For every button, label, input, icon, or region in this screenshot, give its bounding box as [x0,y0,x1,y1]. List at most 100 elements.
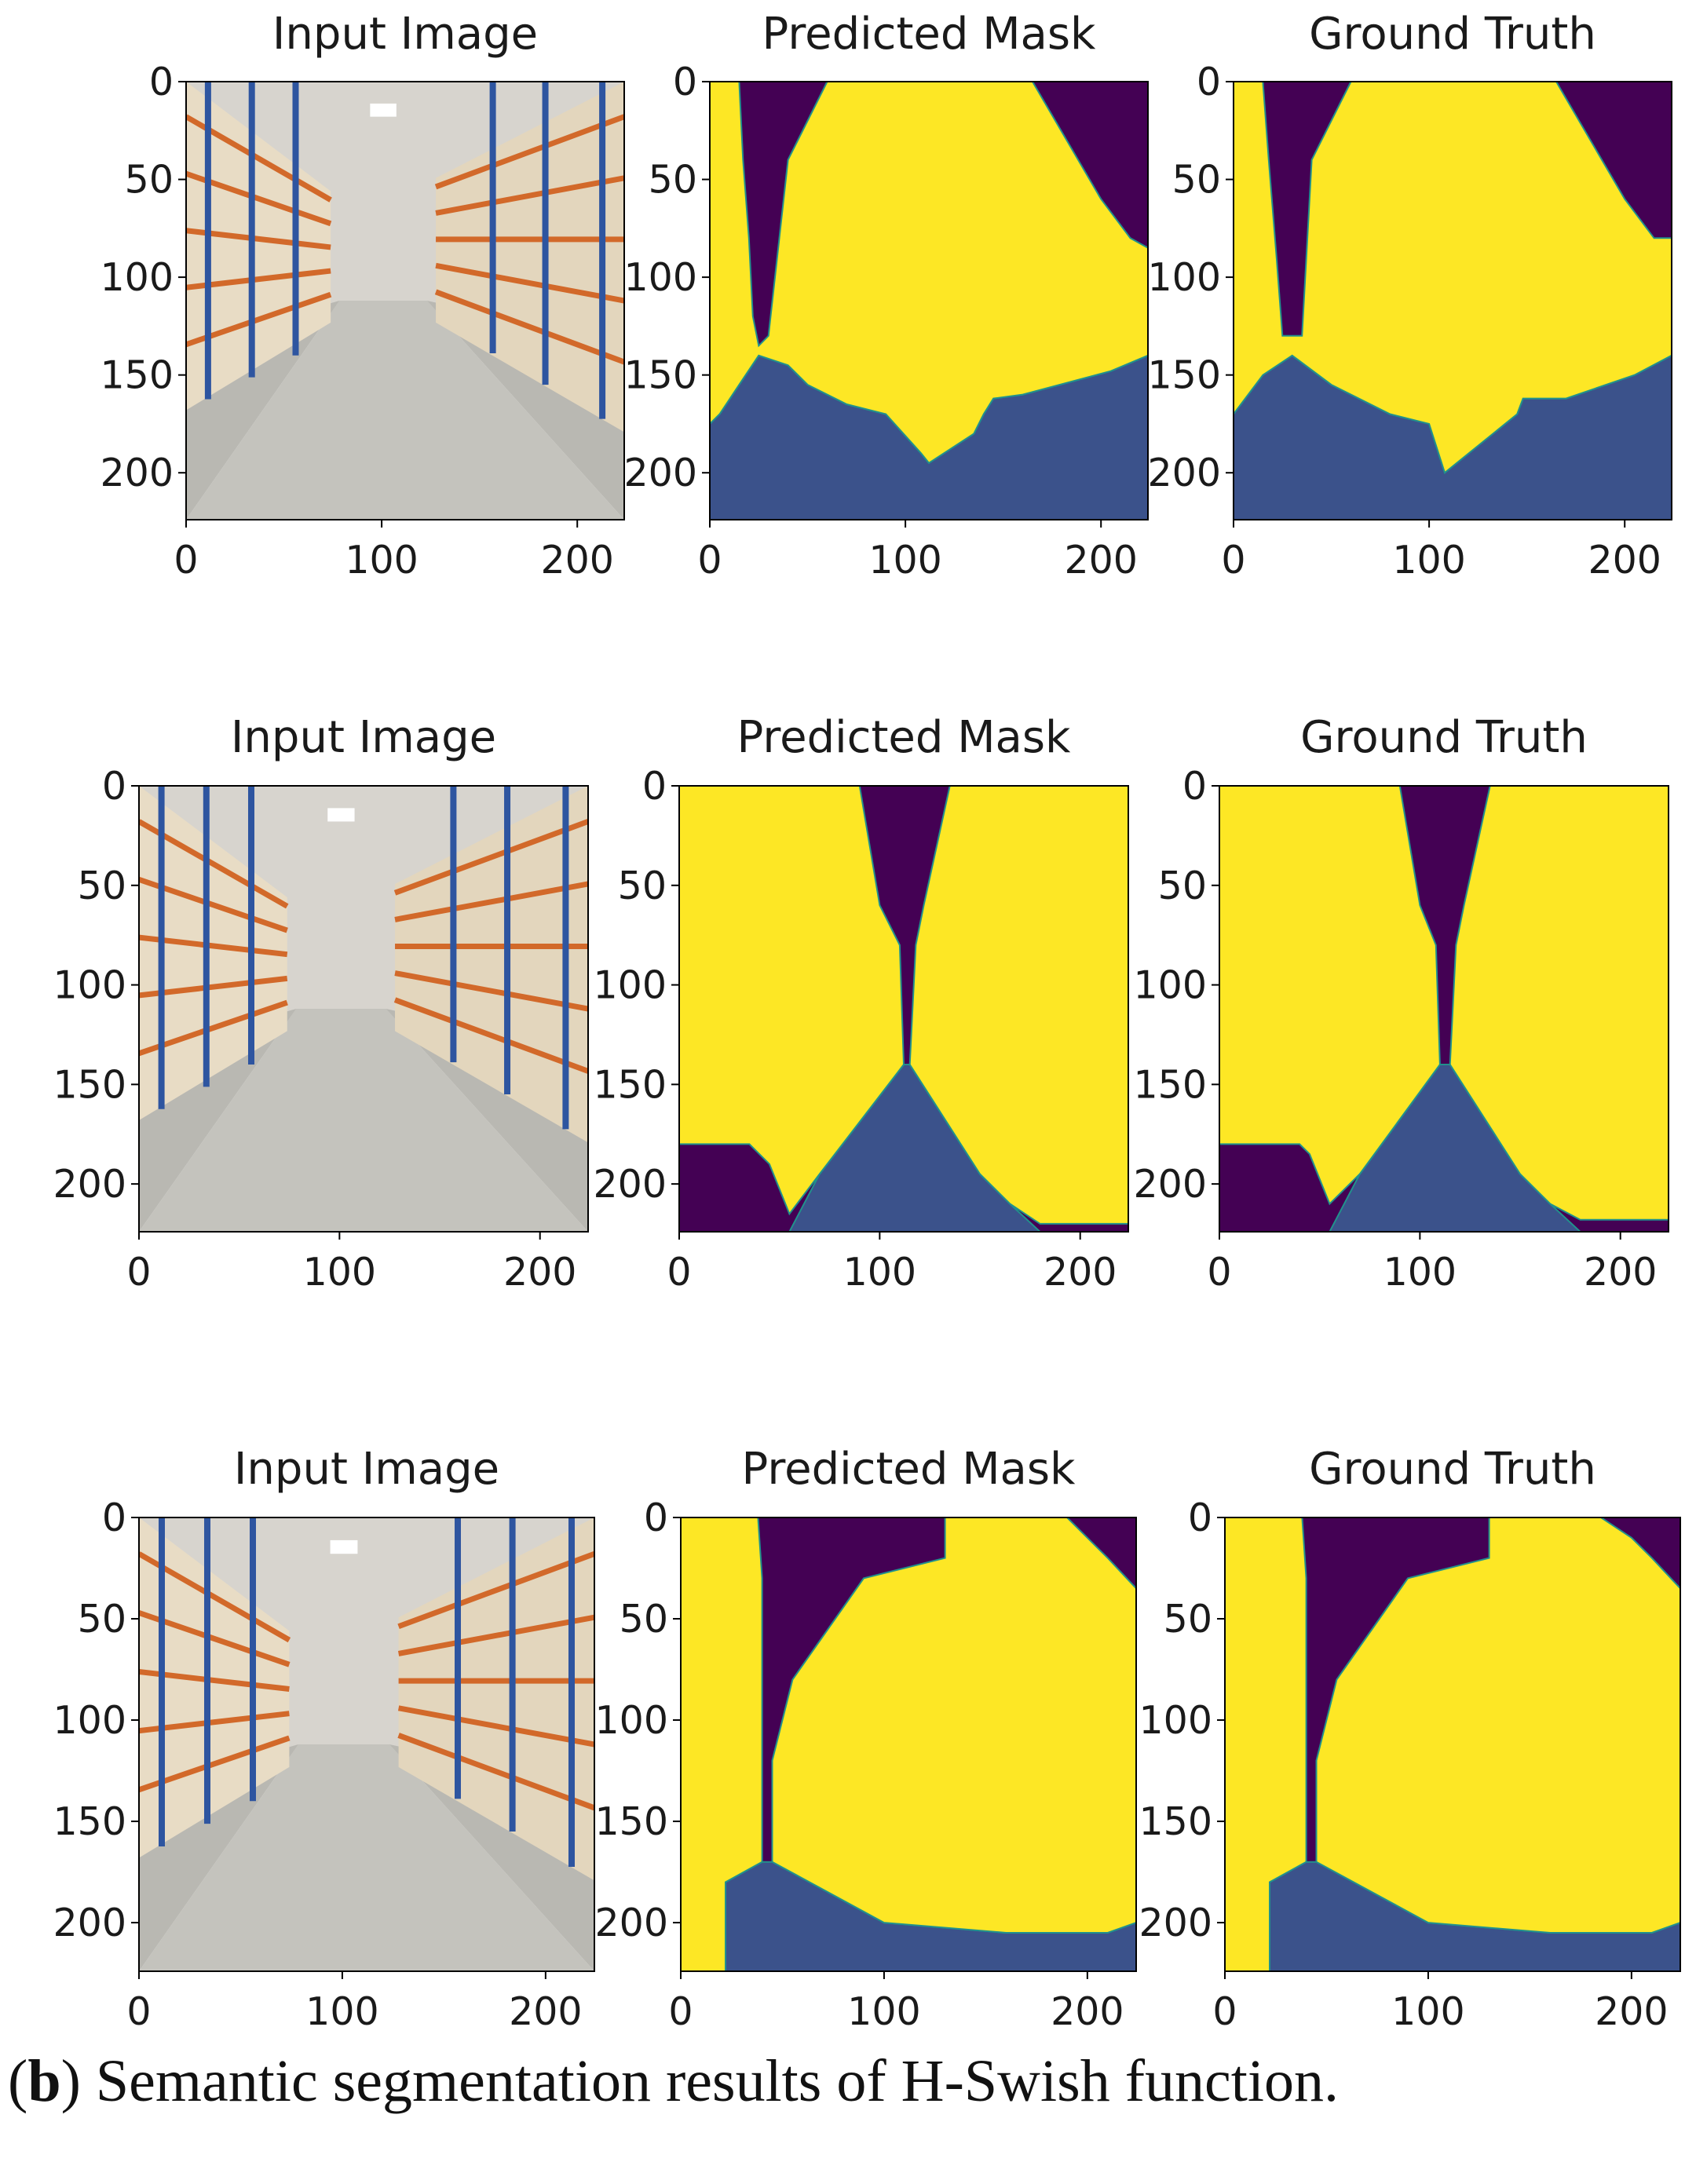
y-tick-label: 200 [100,451,174,495]
panel-frame [678,785,1129,1233]
y-tick-label: 150 [1139,1799,1212,1844]
mask-rack [1219,785,1441,1206]
input-photo-row-1 [185,81,625,520]
y-tick-label: 50 [1158,864,1207,908]
pred-mask-row-1 [709,81,1149,520]
y-tick-label: 0 [1197,60,1221,104]
y-tick-label: 0 [642,764,667,809]
panel-title: Ground Truth [1309,9,1596,60]
panel-title: Ground Truth [1300,712,1588,763]
y-tick-label: 100 [1147,255,1221,300]
mask-rack-right [771,1517,1137,1934]
y-tick-label: 150 [594,1799,668,1844]
y-tick-label: 50 [78,864,126,908]
y-tick-label: 100 [594,1698,668,1743]
x-tick-label: 100 [868,538,942,583]
photo-floor [139,1744,594,1971]
y-tick-label: 50 [78,1597,126,1642]
y-tick-label: 150 [623,353,697,398]
gt-mask-row-2 [1219,785,1669,1233]
input-photo-row-3 [138,1517,595,1972]
y-tick-label: 0 [644,1496,668,1540]
x-tick-label: 0 [1212,1989,1237,2034]
y-tick-label: 0 [1188,1496,1212,1540]
y-tick-label: 150 [1133,1062,1207,1107]
photo-content [139,786,588,1232]
caption-paren-open: ( [8,2048,28,2114]
y-tick-label: 50 [620,1597,668,1642]
x-tick-label: 200 [1064,538,1138,583]
gt-mask-row-1 [1233,81,1672,520]
y-tick-label: 0 [102,764,126,809]
y-tick-label: 100 [53,963,126,1008]
photo-light [327,808,355,822]
x-tick-label: 0 [668,1989,693,2034]
x-tick-label: 0 [126,1250,151,1295]
photo-beam-right [435,175,624,216]
panel-title: Input Image [272,9,538,60]
photo-floor [186,301,624,520]
x-tick-label: 0 [667,1250,691,1295]
y-tick-label: 50 [649,158,697,203]
caption-text: ) Semantic segmentation results of H-Swi… [60,2048,1339,2114]
y-tick-label: 100 [623,255,697,300]
x-tick-label: 0 [174,538,198,583]
panel-frame [138,785,589,1233]
photo-beam-right [394,970,588,1012]
y-tick-label: 200 [1133,1162,1207,1207]
photo-beam-right [397,1705,594,1748]
photo-beam-right [397,1614,594,1656]
y-tick-label: 100 [53,1698,126,1743]
x-tick-label: 0 [697,538,722,583]
y-tick-label: 100 [593,963,667,1008]
panel-title: Input Image [234,1444,499,1495]
x-tick-label: 100 [843,1250,917,1295]
mask-rack [678,785,905,1216]
y-tick-label: 150 [53,1062,126,1107]
x-tick-label: 100 [847,1989,921,2034]
x-tick-label: 100 [305,1989,379,2034]
y-tick-label: 200 [593,1162,667,1207]
gt-mask-row-3 [1224,1517,1681,1972]
y-tick-label: 200 [53,1901,126,1945]
photo-light [370,103,397,117]
x-tick-label: 0 [1207,1250,1231,1295]
y-tick-label: 100 [1139,1698,1212,1743]
x-tick-label: 0 [1221,538,1245,583]
y-tick-label: 200 [1147,451,1221,495]
photo-beam-right [393,997,588,1074]
y-tick-label: 50 [1164,1597,1212,1642]
mask-rack [709,81,1149,465]
y-tick-label: 150 [1147,353,1221,398]
photo-beam-right [435,262,624,304]
y-tick-label: 50 [1172,158,1221,203]
x-tick-label: 100 [1391,1989,1465,2034]
panel-frame [1224,1517,1681,1972]
x-tick-label: 200 [1595,1989,1669,2034]
photo-beam-right [393,819,588,896]
x-tick-label: 100 [1392,538,1466,583]
panel-title: Predicted Mask [737,712,1071,763]
x-tick-label: 200 [503,1250,577,1295]
y-tick-label: 100 [100,255,174,300]
x-tick-label: 200 [540,538,614,583]
photo-beam-right [434,289,624,365]
panel-frame [185,81,625,520]
photo-content [186,82,624,520]
y-tick-label: 0 [149,60,174,104]
y-tick-label: 200 [53,1162,126,1207]
x-tick-label: 200 [1044,1250,1117,1295]
y-tick-label: 0 [102,1496,126,1540]
y-tick-label: 150 [100,353,174,398]
x-tick-label: 200 [1584,1250,1658,1295]
x-tick-label: 0 [126,1989,151,2034]
x-tick-label: 100 [303,1250,377,1295]
